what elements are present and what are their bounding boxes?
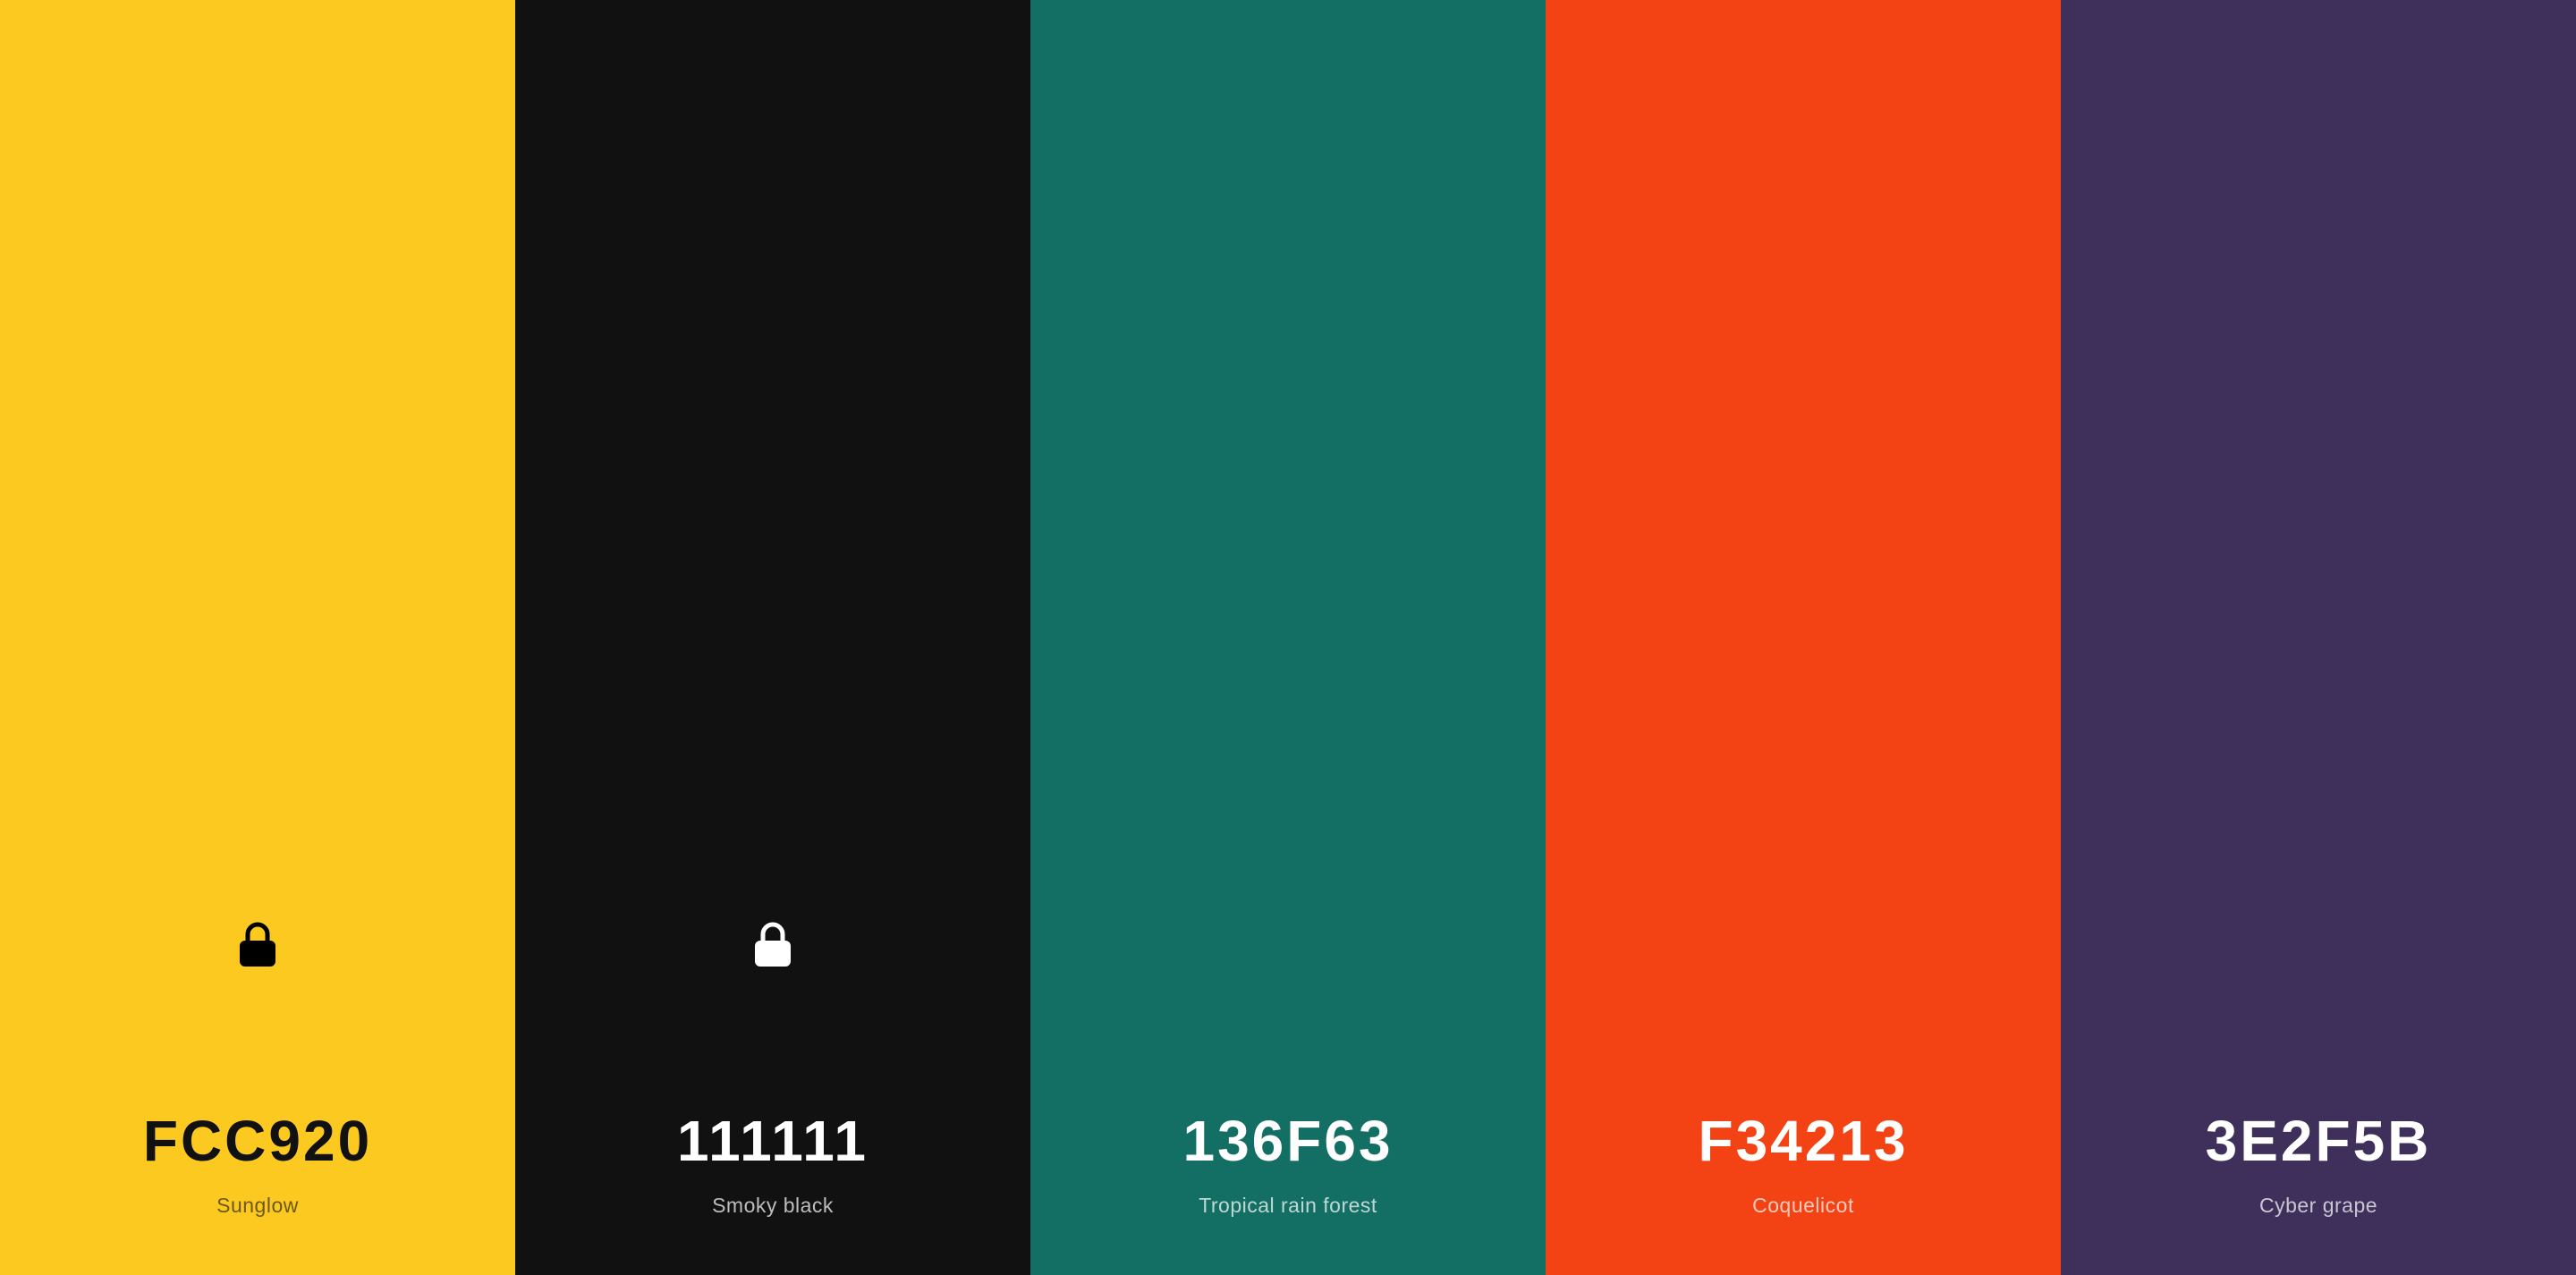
color-name: Coquelicot bbox=[1752, 1194, 1854, 1217]
color-name: Cyber grape bbox=[2258, 1194, 2378, 1217]
color-swatch-2[interactable]: 111111 Smoky black bbox=[515, 0, 1030, 1275]
hex-code[interactable]: 136F63 bbox=[1182, 1109, 1394, 1173]
hex-code[interactable]: F34213 bbox=[1698, 1109, 1909, 1173]
color-swatch-4[interactable]: F34213 Coquelicot bbox=[1546, 0, 2061, 1275]
color-name: Smoky black bbox=[712, 1194, 834, 1217]
color-name: Sunglow bbox=[216, 1194, 299, 1217]
hex-code[interactable]: 111111 bbox=[677, 1109, 869, 1173]
lock-icon bbox=[240, 922, 275, 967]
lock-icon bbox=[755, 922, 791, 967]
color-swatch-5[interactable]: 3E2F5B Cyber grape bbox=[2061, 0, 2576, 1275]
lock-toggle-button[interactable] bbox=[753, 921, 792, 967]
lock-toggle-button[interactable] bbox=[238, 921, 277, 967]
color-swatch-3[interactable]: 136F63 Tropical rain forest bbox=[1030, 0, 1546, 1275]
hex-code[interactable]: FCC920 bbox=[142, 1109, 373, 1173]
color-swatch-1[interactable]: FCC920 Sunglow bbox=[0, 0, 515, 1275]
color-name: Tropical rain forest bbox=[1199, 1194, 1377, 1217]
hex-code[interactable]: 3E2F5B bbox=[2205, 1109, 2432, 1173]
